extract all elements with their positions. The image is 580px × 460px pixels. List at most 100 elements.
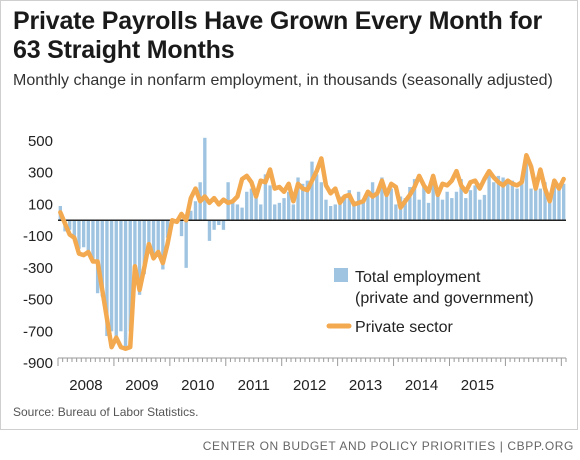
bar bbox=[207, 220, 212, 241]
bar bbox=[450, 198, 454, 221]
bar bbox=[338, 196, 342, 221]
x-tick-label: 2010 bbox=[181, 377, 214, 394]
x-tick-label: 2009 bbox=[125, 377, 158, 394]
y-tick-label: -500 bbox=[23, 292, 53, 309]
bar bbox=[296, 177, 300, 221]
bar bbox=[361, 202, 365, 221]
bar bbox=[487, 172, 491, 221]
bar bbox=[305, 180, 310, 221]
bar bbox=[291, 204, 296, 221]
chart-title: Private Payrolls Have Grown Every Month … bbox=[13, 7, 543, 64]
bar bbox=[268, 185, 272, 221]
bar bbox=[212, 220, 216, 230]
bar bbox=[193, 201, 198, 221]
bar bbox=[366, 190, 370, 221]
bar bbox=[538, 188, 543, 221]
bar bbox=[552, 180, 557, 221]
bar bbox=[259, 204, 263, 221]
bar bbox=[142, 220, 146, 275]
bar bbox=[217, 220, 221, 226]
bar bbox=[352, 201, 356, 221]
bar bbox=[440, 199, 445, 221]
bar bbox=[245, 191, 249, 221]
bar bbox=[263, 174, 268, 221]
bar bbox=[254, 198, 258, 221]
bar bbox=[370, 182, 375, 221]
chart-plot: 500 300 100 -100 -300 -500 -700 -900 2008 2009 201… bbox=[23, 133, 567, 394]
bar bbox=[328, 206, 333, 221]
y-tick-label: -100 bbox=[23, 228, 53, 245]
bar bbox=[310, 161, 314, 221]
bar bbox=[282, 198, 286, 221]
private-sector-line bbox=[58, 153, 566, 351]
bar bbox=[161, 220, 165, 270]
bar bbox=[333, 204, 337, 221]
bar bbox=[273, 204, 277, 221]
bar bbox=[501, 177, 505, 221]
bar bbox=[128, 220, 132, 332]
bar bbox=[287, 191, 291, 221]
bar bbox=[156, 220, 160, 252]
bar bbox=[114, 220, 118, 340]
bar bbox=[95, 220, 100, 294]
bar bbox=[137, 220, 142, 295]
bar bbox=[184, 220, 188, 268]
bar bbox=[515, 188, 519, 221]
bar bbox=[492, 182, 496, 221]
legend-label-total-employment: Total employment bbox=[355, 269, 481, 286]
y-tick-label: -900 bbox=[23, 355, 53, 372]
bar bbox=[548, 199, 552, 221]
bar bbox=[375, 194, 379, 221]
bar bbox=[408, 186, 412, 221]
bar bbox=[86, 220, 90, 254]
bar bbox=[431, 180, 435, 221]
bar bbox=[478, 199, 482, 221]
bar bbox=[403, 198, 407, 221]
bar bbox=[520, 182, 524, 221]
footer-credit: CENTER ON BUDGET AND POLICY PRIORITIES |… bbox=[202, 439, 574, 453]
bar bbox=[445, 191, 449, 221]
bar bbox=[235, 204, 240, 221]
bar bbox=[231, 202, 235, 221]
bar bbox=[473, 185, 477, 221]
bar bbox=[561, 183, 566, 221]
y-tick-label: 100 bbox=[28, 196, 53, 213]
bar bbox=[482, 194, 487, 221]
bar bbox=[380, 177, 384, 221]
bar bbox=[342, 194, 347, 221]
bar bbox=[510, 180, 515, 221]
bar bbox=[123, 220, 128, 348]
x-tick-label: 2008 bbox=[69, 377, 102, 394]
source-note: Source: Bureau of Labor Statistics. bbox=[13, 405, 199, 419]
bar bbox=[179, 220, 184, 237]
bar bbox=[454, 191, 459, 221]
bar bbox=[277, 202, 282, 221]
bar bbox=[319, 182, 323, 221]
bar bbox=[412, 179, 417, 221]
bar bbox=[543, 182, 547, 221]
bar bbox=[249, 188, 254, 221]
bar bbox=[221, 220, 226, 230]
bar bbox=[301, 183, 305, 221]
bar bbox=[347, 190, 351, 221]
bar bbox=[356, 191, 361, 221]
bar bbox=[91, 220, 95, 264]
bar bbox=[100, 220, 104, 297]
y-tick-label: 500 bbox=[28, 133, 53, 150]
bar bbox=[240, 207, 244, 221]
bar bbox=[133, 220, 137, 276]
y-tick-label: -700 bbox=[23, 323, 53, 340]
bar bbox=[109, 220, 114, 332]
bar bbox=[468, 190, 473, 221]
bar bbox=[394, 204, 398, 221]
bar bbox=[464, 198, 468, 221]
bar bbox=[436, 188, 440, 221]
bar bbox=[506, 182, 510, 221]
x-tick-label: 2011 bbox=[238, 377, 270, 394]
x-tick-label: 2014 bbox=[405, 377, 438, 394]
bar bbox=[459, 179, 463, 221]
bar bbox=[77, 220, 81, 249]
bar bbox=[165, 220, 170, 238]
bar bbox=[417, 199, 421, 221]
bar bbox=[72, 220, 76, 237]
